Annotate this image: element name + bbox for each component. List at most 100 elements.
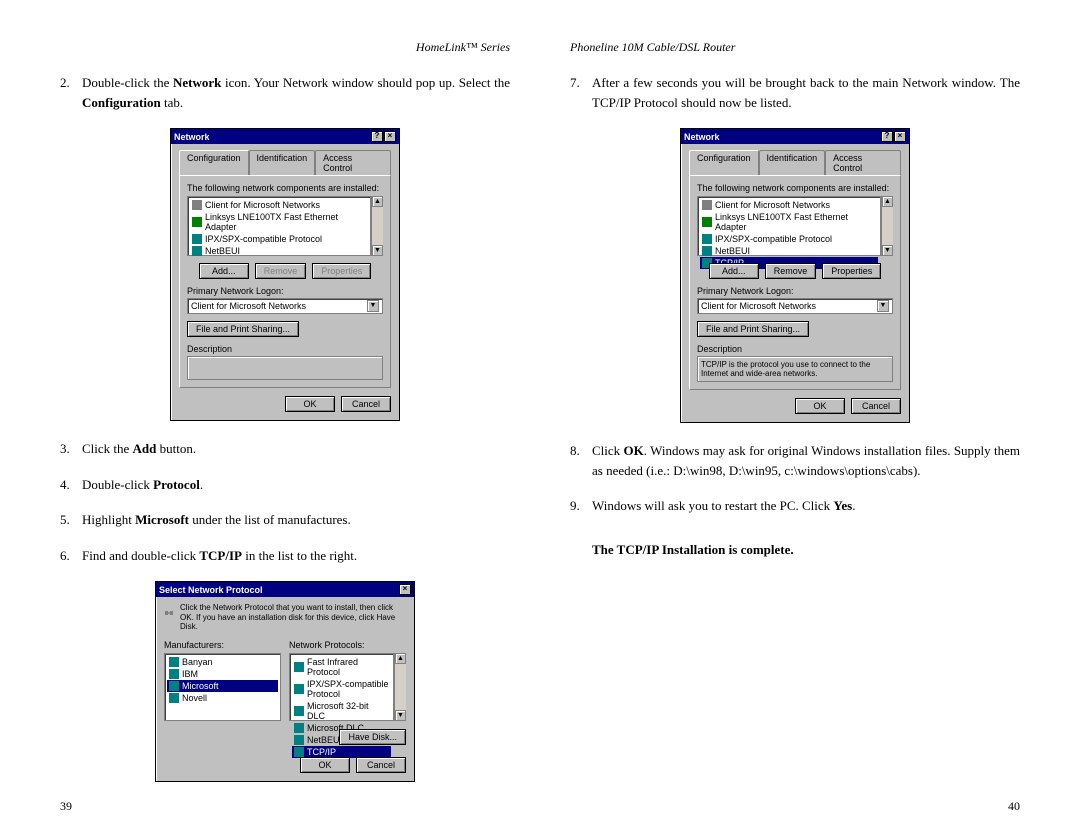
close-icon[interactable]: × <box>399 584 411 595</box>
step-num: 3. <box>60 439 82 459</box>
manufacturers-label: Manufacturers: <box>164 640 281 650</box>
t: Banyan <box>182 657 213 667</box>
components-list[interactable]: Client for Microsoft Networks Linksys LN… <box>697 196 881 256</box>
list-item[interactable]: NetBEUI <box>700 245 878 257</box>
list-item[interactable]: Fast Infrared Protocol <box>292 656 391 678</box>
list-item[interactable]: Novell <box>167 692 278 704</box>
logon-dropdown[interactable]: Client for Microsoft Networks ▼ <box>187 298 383 314</box>
step-2: 2. Double-click the Network icon. Your N… <box>60 73 510 112</box>
scroll-down-icon[interactable]: ▼ <box>882 245 893 256</box>
proto-icon <box>294 735 304 745</box>
tab-identification[interactable]: Identification <box>249 150 316 175</box>
step-num: 6. <box>60 546 82 566</box>
list-item[interactable]: Client for Microsoft Networks <box>700 199 878 211</box>
page-number: 40 <box>1008 799 1020 814</box>
protocol-icon <box>702 246 712 256</box>
ok-button[interactable]: OK <box>285 396 335 412</box>
t: Client for Microsoft Networks <box>701 301 816 311</box>
step-text: Double-click Protocol. <box>82 475 510 495</box>
scrollbar[interactable]: ▲ ▼ <box>394 653 406 721</box>
scroll-up-icon[interactable]: ▲ <box>882 196 893 207</box>
list-item[interactable]: Linksys LNE100TX Fast Ethernet Adapter <box>700 211 878 233</box>
tab-configuration[interactable]: Configuration <box>179 150 249 175</box>
intro-text: Click the Network Protocol that you want… <box>180 603 406 632</box>
tab-identification[interactable]: Identification <box>759 150 826 175</box>
tab-access-control[interactable]: Access Control <box>825 150 901 175</box>
list-item[interactable]: Linksys LNE100TX Fast Ethernet Adapter <box>190 211 368 233</box>
scrollbar[interactable]: ▲ ▼ <box>371 196 383 256</box>
proto-icon <box>294 662 304 672</box>
list-item[interactable]: IPX/SPX-compatible Protocol <box>190 233 368 245</box>
proto-icon <box>294 684 304 694</box>
list-item[interactable]: Microsoft <box>167 680 278 692</box>
file-print-sharing-button[interactable]: File and Print Sharing... <box>187 321 299 337</box>
title: Select Network Protocol <box>159 585 263 595</box>
step-9: 9. Windows will ask you to restart the P… <box>570 496 1020 516</box>
add-button[interactable]: Add... <box>199 263 249 279</box>
cancel-button[interactable]: Cancel <box>851 398 901 414</box>
description-box <box>187 356 383 380</box>
help-icon[interactable]: ? <box>371 131 383 142</box>
scroll-up-icon[interactable]: ▲ <box>395 653 406 664</box>
protocols-list[interactable]: Fast Infrared Protocol IPX/SPX-compatibl… <box>289 653 394 721</box>
add-button[interactable]: Add... <box>709 263 759 279</box>
have-disk-button[interactable]: Have Disk... <box>339 729 406 745</box>
t: . Windows may ask for original Windows i… <box>592 443 1020 478</box>
t: NetBEUI <box>205 246 240 256</box>
t: Client for Microsoft Networks <box>715 200 830 210</box>
client-icon <box>192 200 202 210</box>
step-num: 7. <box>570 73 592 112</box>
t: IPX/SPX-compatible Protocol <box>205 234 322 244</box>
tab-configuration[interactable]: Configuration <box>689 150 759 175</box>
properties-button[interactable]: Properties <box>822 263 881 279</box>
scrollbar[interactable]: ▲ ▼ <box>881 196 893 256</box>
t: Windows will ask you to restart the PC. … <box>592 498 833 513</box>
remove-button[interactable]: Remove <box>765 263 817 279</box>
tabs: Configuration Identification Access Cont… <box>179 150 391 175</box>
logon-dropdown[interactable]: Client for Microsoft Networks ▼ <box>697 298 893 314</box>
step-num: 4. <box>60 475 82 495</box>
ok-button[interactable]: OK <box>795 398 845 414</box>
network-dialog-1: Network ? × Configuration Identification… <box>170 128 400 421</box>
t: Network <box>173 75 221 90</box>
list-item[interactable]: NetBEUI <box>190 245 368 257</box>
remove-button[interactable]: Remove <box>255 263 307 279</box>
step-num: 8. <box>570 441 592 480</box>
tabs: Configuration Identification Access Cont… <box>689 150 901 175</box>
close-icon[interactable]: × <box>384 131 396 142</box>
list-item[interactable]: IPX/SPX-compatible Protocol <box>700 233 878 245</box>
protocol-icon <box>192 246 202 256</box>
list-item[interactable]: IPX/SPX-compatible Protocol <box>292 678 391 700</box>
list-item[interactable]: IBM <box>167 668 278 680</box>
t: under the list of manufactures. <box>189 512 351 527</box>
select-protocol-dialog: Select Network Protocol × Click the Netw… <box>155 581 415 782</box>
chevron-down-icon[interactable]: ▼ <box>877 300 889 312</box>
t: TCP/IP <box>307 747 336 757</box>
chevron-down-icon[interactable]: ▼ <box>367 300 379 312</box>
adapter-icon <box>702 217 712 227</box>
scroll-down-icon[interactable]: ▼ <box>372 245 383 256</box>
step-text: Double-click the Network icon. Your Netw… <box>82 73 510 112</box>
list-item[interactable]: Client for Microsoft Networks <box>190 199 368 211</box>
t: Novell <box>182 693 207 703</box>
components-list[interactable]: Client for Microsoft Networks Linksys LN… <box>187 196 371 256</box>
step-text: Click OK. Windows may ask for original W… <box>592 441 1020 480</box>
properties-button[interactable]: Properties <box>312 263 371 279</box>
list-item[interactable]: Banyan <box>167 656 278 668</box>
t: icon. Your Network window should pop up.… <box>221 75 510 90</box>
help-icon[interactable]: ? <box>881 131 893 142</box>
t: Click <box>592 443 624 458</box>
t: Fast Infrared Protocol <box>307 657 389 677</box>
scroll-down-icon[interactable]: ▼ <box>395 710 406 721</box>
cancel-button[interactable]: Cancel <box>341 396 391 412</box>
file-print-sharing-button[interactable]: File and Print Sharing... <box>697 321 809 337</box>
ok-button[interactable]: OK <box>300 757 350 773</box>
close-icon[interactable]: × <box>894 131 906 142</box>
cancel-button[interactable]: Cancel <box>356 757 406 773</box>
list-item[interactable]: Microsoft 32-bit DLC <box>292 700 391 722</box>
tab-access-control[interactable]: Access Control <box>315 150 391 175</box>
manufacturers-list[interactable]: Banyan IBM Microsoft Novell <box>164 653 281 721</box>
proto-icon <box>294 706 304 716</box>
scroll-up-icon[interactable]: ▲ <box>372 196 383 207</box>
step-4: 4. Double-click Protocol. <box>60 475 510 495</box>
